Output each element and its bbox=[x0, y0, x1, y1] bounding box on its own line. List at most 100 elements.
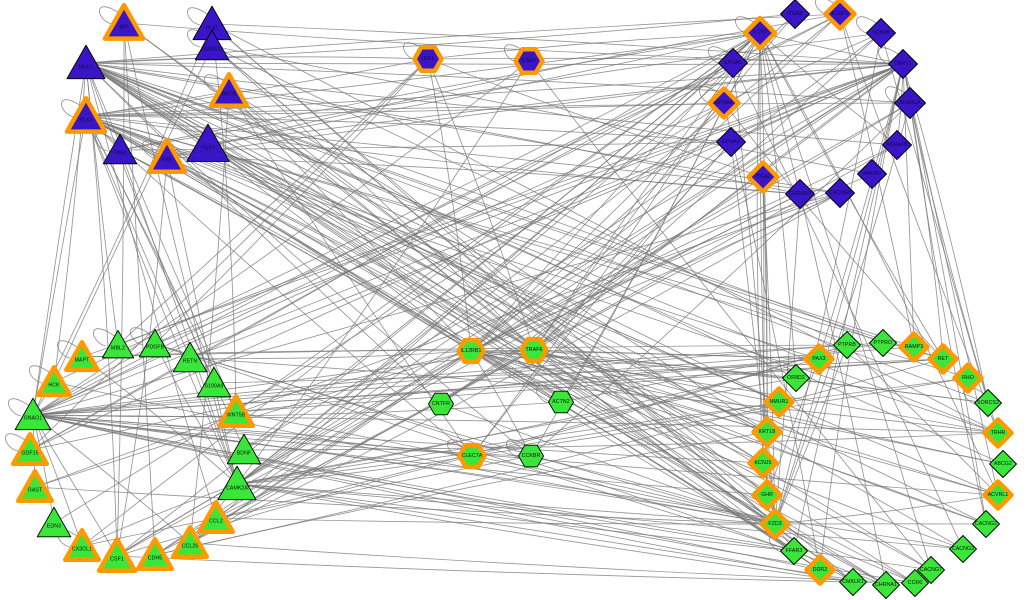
node-shape-diamond bbox=[927, 343, 959, 375]
node-shape-triangle bbox=[10, 432, 50, 467]
graph-node-chrna9[interactable]: CHRNA9 bbox=[780, 174, 821, 215]
graph-node-klrf1[interactable]: KLRF1 bbox=[820, 0, 861, 35]
graph-node-frk[interactable]: FRK bbox=[145, 135, 189, 179]
node-shape-diamond bbox=[949, 535, 977, 563]
graph-node-gdf15[interactable]: GDF15 bbox=[9, 429, 51, 471]
node-shape-triangle bbox=[64, 95, 108, 134]
node-shape-diamond bbox=[751, 416, 783, 448]
node-shape-diamond bbox=[882, 130, 912, 160]
node-shape-diamond bbox=[869, 329, 897, 357]
node-shape-triangle bbox=[226, 433, 262, 465]
graph-node-il12rb1[interactable]: IL12RB1 bbox=[453, 333, 490, 370]
graph-node-mbl2[interactable]: MBL2 bbox=[98, 325, 138, 365]
node-shape-triangle bbox=[15, 469, 55, 504]
node-shape-triangle bbox=[208, 71, 250, 108]
node-shape-hexagon bbox=[456, 337, 486, 365]
node-shape-diamond bbox=[857, 159, 887, 189]
node-shape-diamond bbox=[823, 0, 857, 31]
node-shape-triangle bbox=[36, 506, 72, 538]
node-shape-diamond bbox=[759, 508, 791, 540]
graph-node-cckbr[interactable]: CCKBR bbox=[513, 438, 550, 475]
graph-node-s100a12[interactable]: S100A12 bbox=[191, 25, 233, 67]
graph-node-wnt5b[interactable]: WNT5B bbox=[215, 391, 257, 433]
node-shape-triangle bbox=[186, 123, 230, 162]
graph-node-trpv1[interactable]: TRPV1 bbox=[883, 44, 924, 85]
graph-node-fnb1[interactable]: FNB1 bbox=[99, 129, 141, 171]
node-shape-diamond bbox=[803, 343, 835, 375]
node-shape-diamond bbox=[901, 569, 929, 597]
graph-node-cntfr[interactable]: CNTFR bbox=[423, 386, 460, 423]
node-shape-diamond bbox=[982, 479, 1014, 511]
node-shape-triangle bbox=[194, 29, 230, 61]
graph-node-irs1[interactable]: IRS1 bbox=[409, 40, 448, 79]
node-shape-triangle bbox=[101, 329, 135, 359]
node-shape-diamond bbox=[839, 568, 867, 596]
node-shape-diamond bbox=[989, 450, 1017, 478]
node-shape-diamond bbox=[763, 386, 795, 418]
node-shape-diamond bbox=[972, 510, 1000, 538]
node-shape-triangle bbox=[216, 394, 256, 429]
graph-node-traf6[interactable]: TRAF6 bbox=[516, 332, 553, 369]
graph-node-csf1[interactable]: CSF1 bbox=[95, 534, 139, 578]
node-shape-hexagon bbox=[513, 47, 545, 75]
node-shape-diamond bbox=[982, 417, 1014, 449]
graph-node-muc1[interactable]: MUC1 bbox=[63, 40, 109, 86]
node-shape-diamond bbox=[888, 49, 918, 79]
node-shape-triangle bbox=[146, 137, 188, 174]
node-shape-triangle bbox=[172, 341, 208, 373]
node-shape-triangle bbox=[135, 537, 175, 572]
node-shape-diamond bbox=[872, 571, 900, 599]
node-shape-triangle bbox=[196, 500, 236, 535]
node-shape-triangle bbox=[102, 133, 138, 165]
node-shape-diamond bbox=[894, 87, 926, 119]
node-shape-triangle bbox=[102, 2, 146, 41]
node-shape-triangle bbox=[62, 528, 102, 563]
node-shape-triangle bbox=[96, 536, 138, 573]
node-shape-triangle bbox=[196, 366, 232, 398]
node-shape-hexagon bbox=[428, 392, 454, 416]
graph-node-itga2[interactable]: ITGA2 bbox=[743, 157, 784, 198]
node-shape-diamond bbox=[746, 160, 780, 194]
graph-node-cdh5[interactable]: CDH5 bbox=[134, 534, 176, 576]
node-shape-diamond bbox=[747, 447, 779, 479]
node-shape-diamond bbox=[716, 127, 746, 157]
graph-node-epha4[interactable]: EPHA4 bbox=[704, 83, 745, 124]
node-shape-triangle bbox=[36, 365, 72, 398]
graph-node-ptprb[interactable]: PTPRB bbox=[828, 326, 867, 365]
graph-node-ccr6[interactable]: CCR6 bbox=[896, 564, 935, 600]
node-shape-diamond bbox=[751, 479, 783, 511]
node-shape-diamond bbox=[780, 0, 810, 29]
node-shape-diamond bbox=[866, 18, 896, 48]
node-shape-diamond bbox=[718, 48, 748, 78]
node-shape-diamond bbox=[825, 178, 855, 208]
node-shape-diamond bbox=[742, 15, 778, 51]
node-shape-hexagon bbox=[518, 444, 544, 468]
node-shape-triangle bbox=[217, 465, 257, 501]
node-shape-triangle bbox=[170, 525, 210, 560]
node-shape-hexagon bbox=[548, 390, 574, 414]
graph-node-actn2[interactable]: ACTN2 bbox=[543, 384, 580, 421]
node-shape-hexagon bbox=[412, 45, 444, 73]
node-shape-diamond bbox=[780, 537, 808, 565]
node-shape-diamond bbox=[804, 554, 836, 586]
node-shape-diamond bbox=[833, 331, 861, 359]
node-shape-diamond bbox=[917, 556, 945, 584]
graph-node-epha5[interactable]: EPHA5 bbox=[713, 43, 754, 84]
graph-node-cacng8[interactable]: CACNG8 bbox=[820, 173, 861, 214]
graph-node-esr2[interactable]: ESR2 bbox=[510, 42, 549, 81]
graph-node-artn[interactable]: ARTN bbox=[207, 69, 251, 113]
graph-node-adra1a[interactable]: ADRA1A bbox=[889, 82, 932, 125]
node-shape-triangle bbox=[64, 340, 100, 373]
node-shape-diamond bbox=[782, 364, 810, 392]
node-shape-diamond bbox=[974, 389, 1002, 417]
node-shape-diamond bbox=[898, 331, 930, 363]
node-shape-triangle bbox=[138, 328, 172, 358]
node-shape-hexagon bbox=[519, 336, 549, 364]
graph-node-fgf6[interactable]: FGF6 bbox=[183, 119, 233, 169]
node-shape-diamond bbox=[785, 179, 815, 209]
node-shape-hexagon bbox=[457, 442, 487, 470]
node-shape-diamond bbox=[952, 362, 984, 394]
graph-node-clec7a[interactable]: CLEC7A bbox=[454, 438, 491, 475]
